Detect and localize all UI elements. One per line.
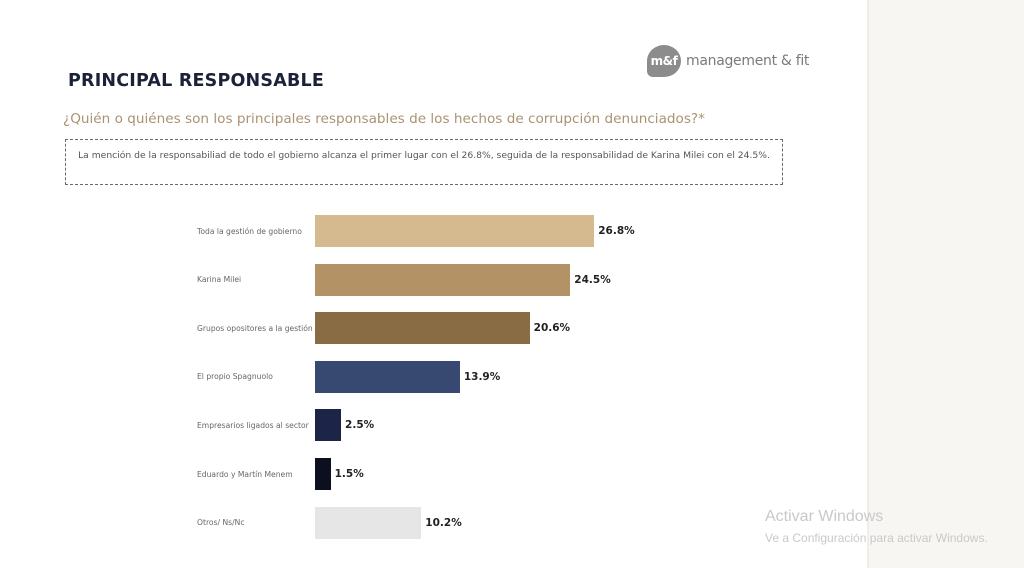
bar [315, 506, 422, 539]
watermark-title: Activar Windows [765, 508, 884, 525]
bar [315, 409, 342, 442]
value-label: 24.5% [574, 273, 611, 286]
value-label: 10.2% [425, 516, 462, 529]
value-label: 1.5% [334, 468, 364, 480]
bar [315, 312, 530, 345]
value-label: 2.5% [345, 419, 375, 432]
summary-text: La mención de la responsabiliad de todo … [78, 150, 770, 161]
slide: m&f management & fit PRINCIPAL RESPONSAB… [63, 45, 810, 539]
category-label: El propio Spagnuolo [197, 372, 273, 382]
summary-box: La mención de la responsabiliad de todo … [65, 139, 783, 185]
category-label: Grupos opositores a la gestión [197, 323, 313, 333]
bar [315, 215, 595, 247]
value-label: 13.9% [463, 370, 501, 383]
page-title: PRINCIPAL RESPONSABLE [68, 71, 324, 91]
question-subtitle: ¿Quién o quiénes son los principales res… [63, 111, 705, 127]
bar-chart: Toda la gestión de gobierno 26.8% Karina M… [197, 215, 635, 539]
windows-activation-watermark: Activar Windows Ve a Configuración para … [765, 507, 988, 547]
bar [315, 360, 460, 393]
value-label: 26.8% [598, 225, 635, 237]
logo-text: management & fit [686, 53, 810, 69]
watermark-subtitle: Ve a Configuración para activar Windows. [765, 531, 988, 545]
category-label: Karina Milei [197, 275, 242, 285]
category-label: Toda la gestión de gobierno [197, 226, 302, 236]
category-label: Empresarios ligados al sector [197, 420, 309, 430]
brand-logo: m&f management & fit [647, 45, 809, 77]
side-panel [867, 0, 1024, 568]
bar [315, 458, 331, 490]
category-label: Otros/ Ns/Nc [197, 518, 245, 528]
category-label: Eduardo y Martín Menem [197, 469, 293, 479]
bar [315, 263, 571, 296]
logo-mark-icon: m&f [647, 45, 681, 77]
value-label: 20.6% [533, 322, 571, 335]
